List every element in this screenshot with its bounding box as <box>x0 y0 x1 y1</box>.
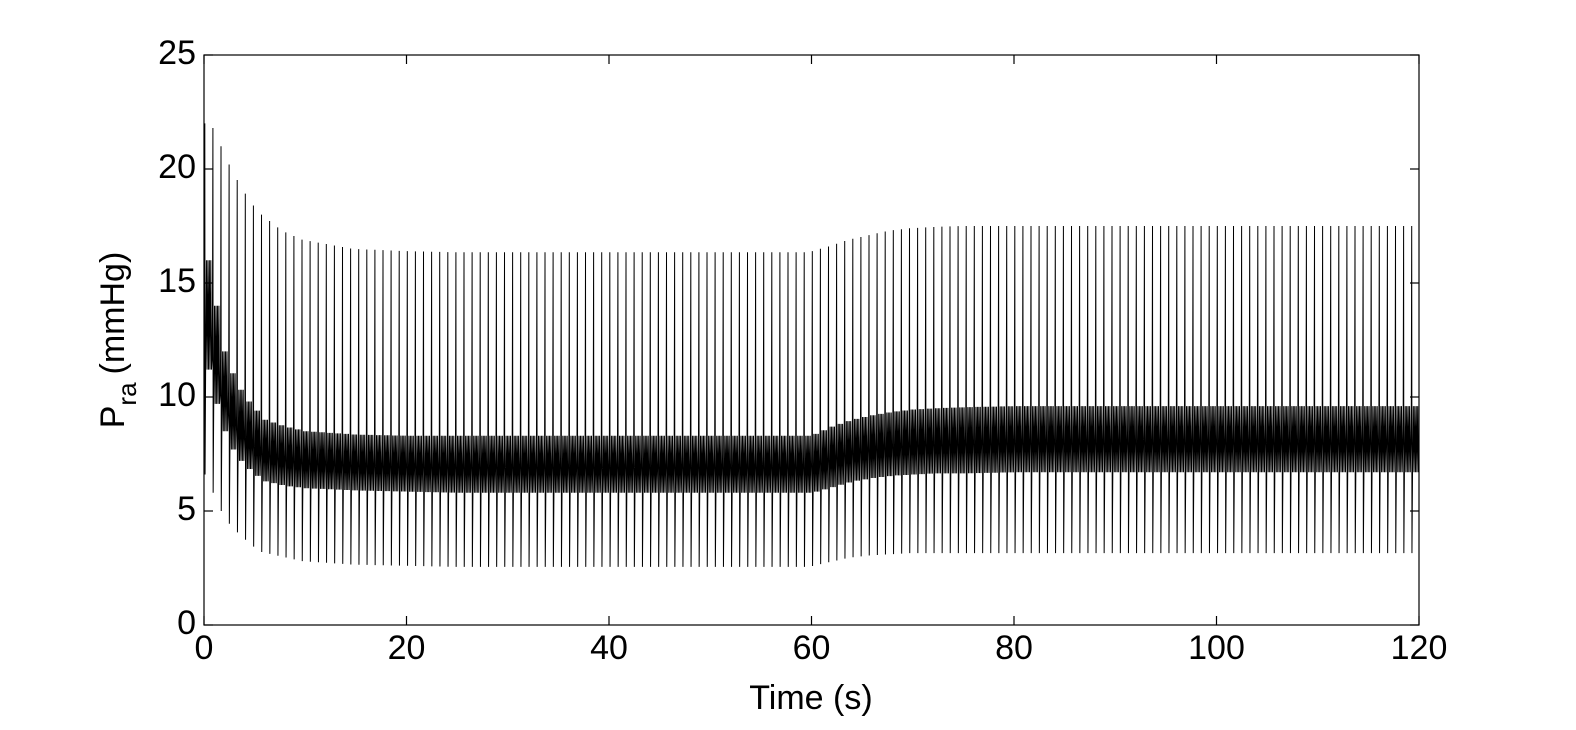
x-tick-label: 100 <box>1188 629 1245 667</box>
svg-text:Pra(mmHg): Pra (mmHg) <box>94 252 142 429</box>
y-tick-label: 25 <box>158 34 196 72</box>
y-axis-label-subscript: ra <box>112 382 142 406</box>
y-tick-label: 15 <box>158 262 196 300</box>
series-layer <box>203 123 1420 567</box>
y-tick-labels: 0 5 10 15 20 25 <box>158 34 196 642</box>
y-tick-label: 0 <box>177 604 196 642</box>
x-tick-label: 0 <box>195 629 214 667</box>
y-axis-label-main: P <box>94 406 132 429</box>
y-tick-label: 5 <box>177 490 196 528</box>
plot-background <box>204 55 1419 625</box>
y-axis-label-unit: (mmHg) <box>94 252 132 375</box>
x-tick-label: 80 <box>995 629 1033 667</box>
x-axis-label: Time (s) <box>749 679 872 717</box>
x-tick-label: 60 <box>793 629 831 667</box>
x-tick-labels: 0 20 40 60 80 100 120 <box>195 629 1448 667</box>
y-tick-label: 20 <box>158 148 196 186</box>
x-tick-label: 120 <box>1391 629 1448 667</box>
series-line-pra <box>203 123 1420 567</box>
x-tick-label: 40 <box>590 629 628 667</box>
y-axis-label: Pra (mmHg) <box>94 252 142 429</box>
plot-frame <box>203 54 1420 626</box>
x-tick-label: 20 <box>388 629 426 667</box>
y-tick-label: 10 <box>158 376 196 414</box>
